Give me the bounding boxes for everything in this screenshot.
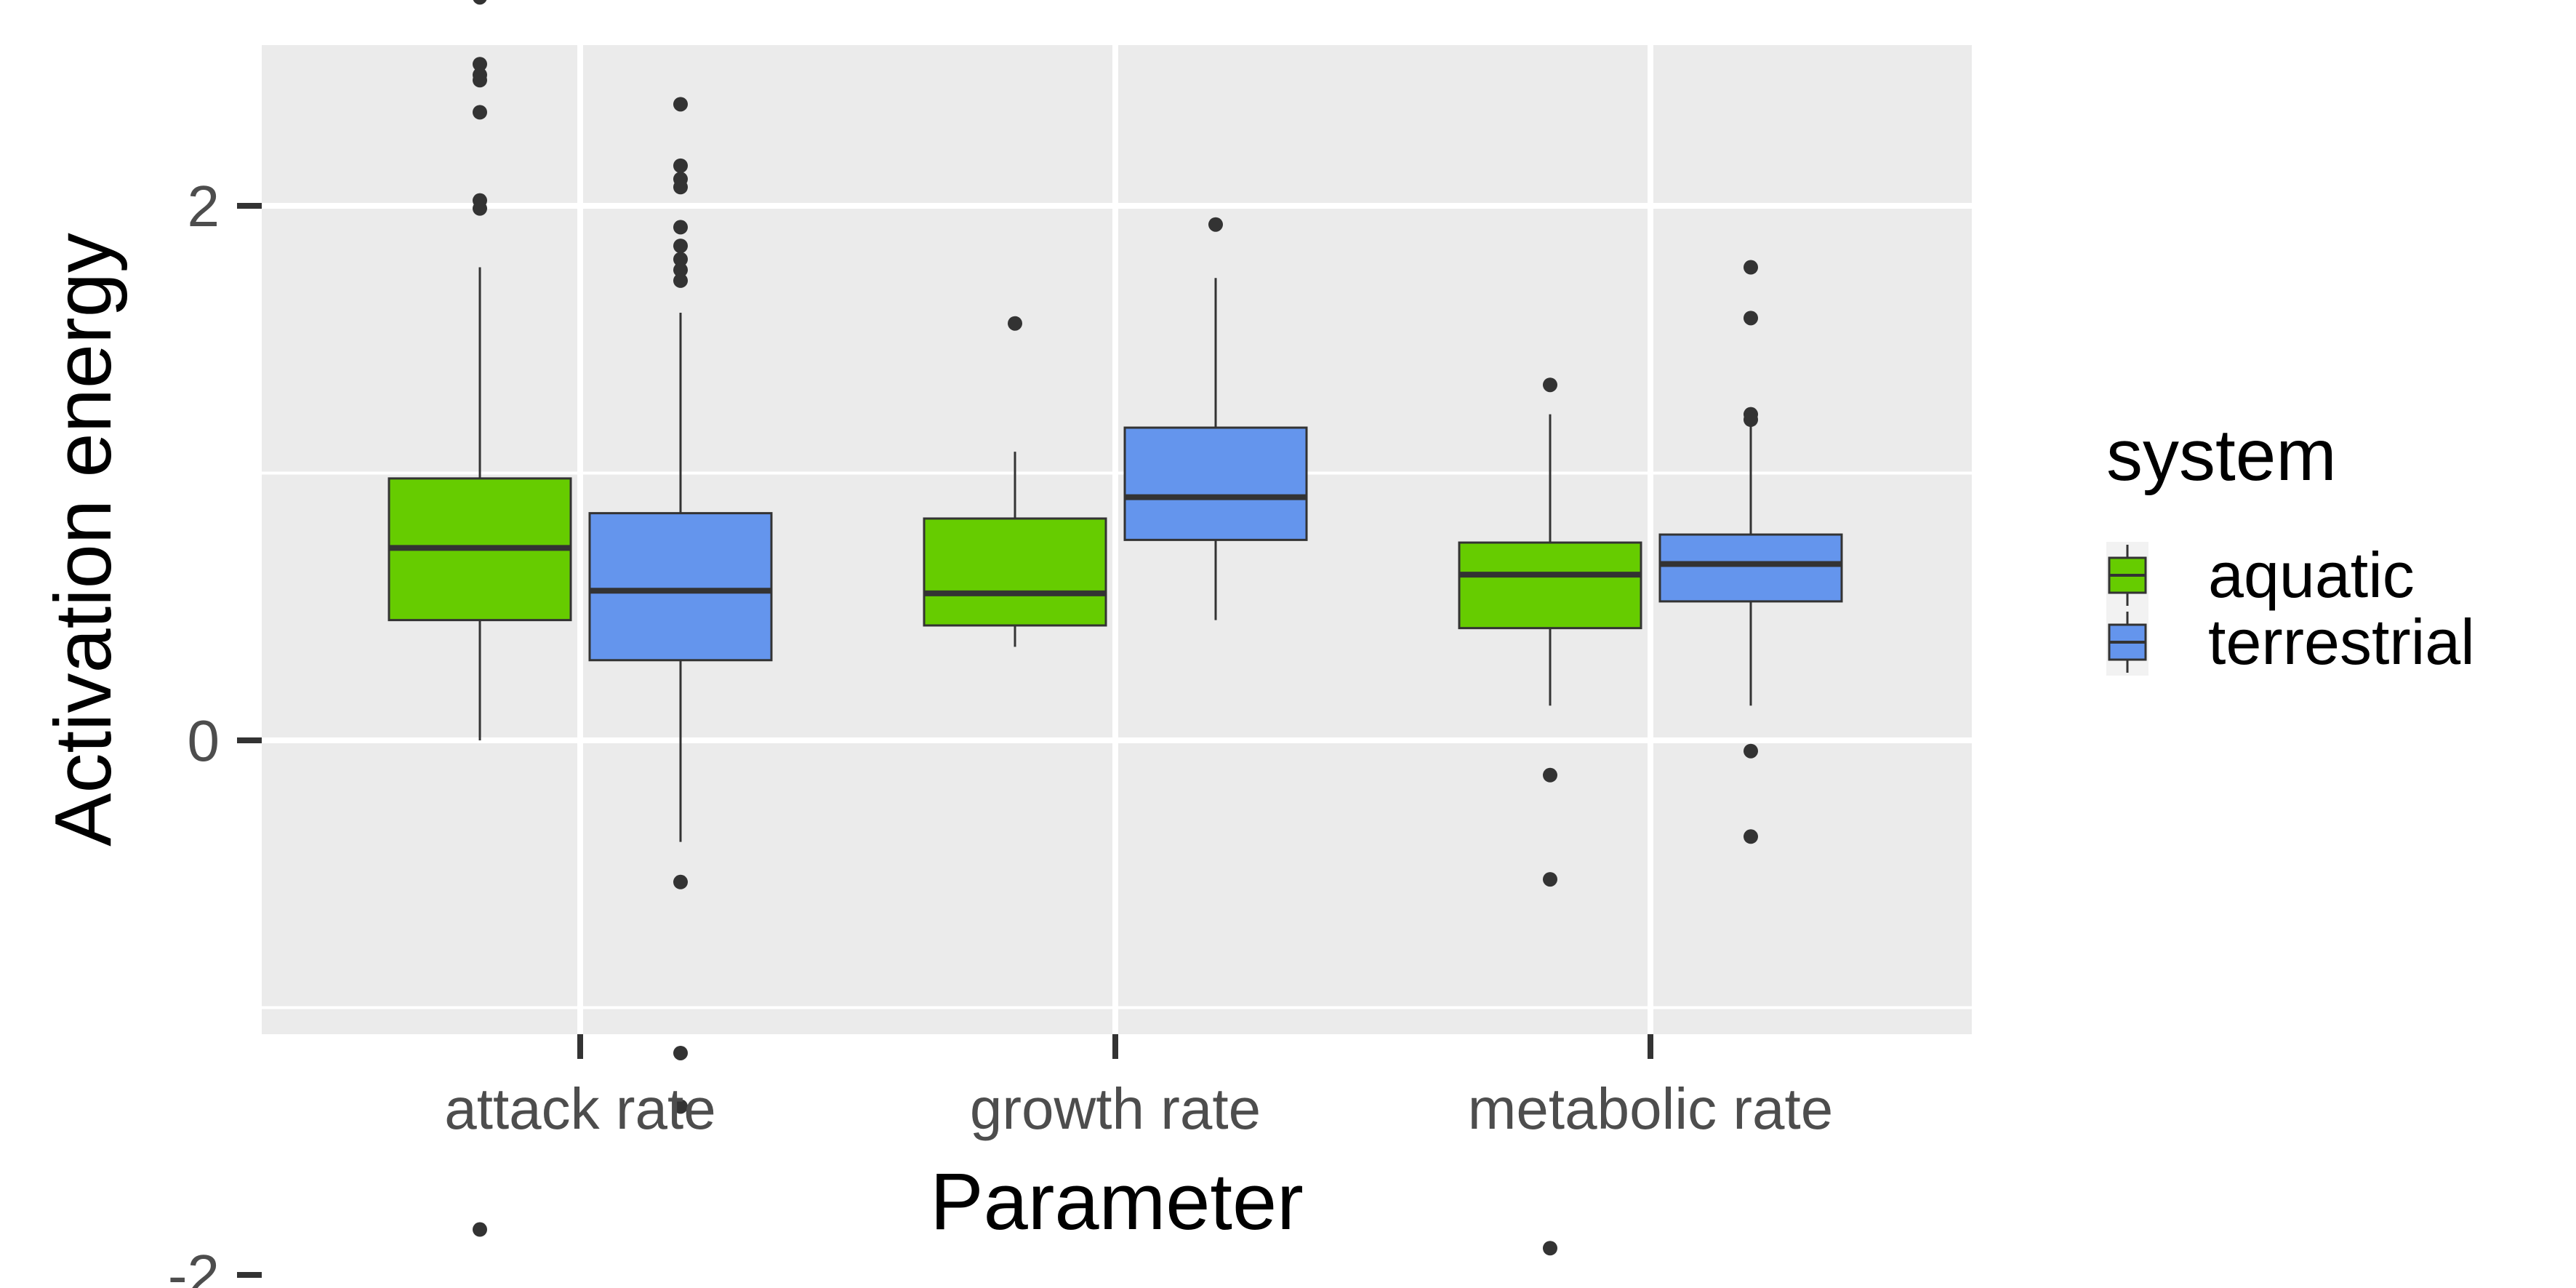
x-axis: attack rate growth rate metabolic rate xyxy=(444,1034,1833,1141)
outlier-point xyxy=(1744,412,1758,427)
outlier-point xyxy=(473,57,487,72)
x-tick-label: growth rate xyxy=(970,1076,1261,1141)
outlier-point xyxy=(1543,1241,1557,1256)
iqr-box xyxy=(588,512,773,662)
outlier-point xyxy=(673,220,688,235)
outlier-point xyxy=(1543,377,1557,393)
legend-item-terrestrial: terrestrial xyxy=(2106,606,2475,678)
y-axis-title: Activation energy xyxy=(39,233,128,847)
outlier-point xyxy=(473,1222,487,1237)
iqr-box xyxy=(1123,426,1308,541)
box-aquatic-attack-rate xyxy=(388,0,572,1237)
outlier-point xyxy=(673,1045,688,1060)
x-axis-title: Parameter xyxy=(930,1157,1304,1247)
box-terrestrial-growth-rate xyxy=(1123,217,1308,620)
outlier-point xyxy=(673,239,688,254)
outlier-point xyxy=(1543,872,1557,887)
outlier-point xyxy=(1744,829,1758,844)
x-tick-label: attack rate xyxy=(444,1076,716,1141)
outlier-point xyxy=(1008,316,1022,331)
box-terrestrial-attack-rate xyxy=(588,97,773,1114)
iqr-box xyxy=(923,517,1107,627)
outlier-point xyxy=(1744,743,1758,759)
y-tick-label: 0 xyxy=(188,708,220,773)
legend-item-aquatic: aquatic xyxy=(2106,539,2415,611)
y-tick-label: -2 xyxy=(168,1243,220,1288)
y-tick-label: 2 xyxy=(188,174,220,239)
outlier-point xyxy=(473,73,487,88)
outlier-point xyxy=(673,263,688,278)
y-axis: -2024 xyxy=(168,174,262,1288)
outlier-point xyxy=(1543,767,1557,783)
outlier-point xyxy=(673,252,688,267)
legend-label: aquatic xyxy=(2208,539,2415,611)
legend-title: system xyxy=(2106,415,2337,496)
outlier-point xyxy=(673,1099,688,1114)
outlier-point xyxy=(1744,311,1758,326)
outlier-point xyxy=(473,105,487,120)
outlier-point xyxy=(473,201,487,216)
box-terrestrial-metabolic-rate xyxy=(1658,260,1843,844)
outlier-point xyxy=(1744,260,1758,275)
outlier-point xyxy=(1208,217,1223,232)
outlier-point xyxy=(673,97,688,112)
x-tick-label: metabolic rate xyxy=(1468,1076,1833,1141)
outlier-point xyxy=(673,158,688,173)
box-aquatic-metabolic-rate xyxy=(1458,377,1642,1256)
outlier-point xyxy=(673,180,688,195)
major-gridlines xyxy=(262,45,1972,1278)
box-series xyxy=(388,0,1843,1256)
iqr-box xyxy=(1658,533,1843,603)
outlier-point xyxy=(673,874,688,889)
outlier-point xyxy=(473,0,487,5)
box-aquatic-growth-rate xyxy=(923,316,1107,647)
outlier-point xyxy=(673,273,688,288)
legend-label: terrestrial xyxy=(2208,606,2475,678)
iqr-box xyxy=(1458,541,1642,630)
